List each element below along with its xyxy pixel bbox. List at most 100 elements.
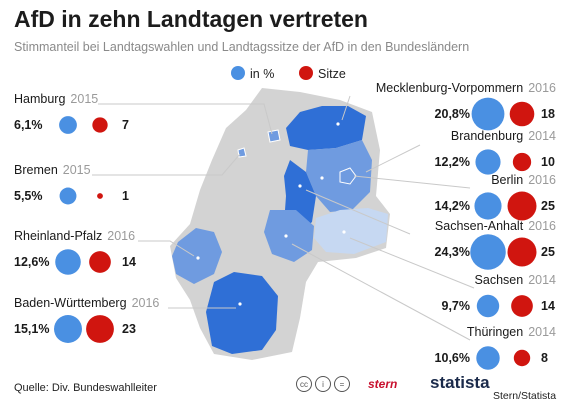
vote-share-label: 9,7% bbox=[442, 299, 471, 313]
state-entry-sachsen: 2014 Sachsen 9,7% 14 bbox=[442, 273, 556, 318]
state-entry-mecklenburg-vorpommern: 2016 Mecklenburg-Vorpommern 20,8% 18 bbox=[376, 81, 556, 131]
vote-share-label: 10,6% bbox=[435, 351, 470, 365]
state-year: 2014 bbox=[528, 129, 556, 143]
state-name: Sachsen bbox=[475, 273, 524, 287]
seats-label: 10 bbox=[541, 155, 555, 169]
seats-label: 14 bbox=[541, 299, 555, 313]
state-entry-berlin: 2016 Berlin 14,2% 25 bbox=[435, 173, 556, 221]
capital-dot bbox=[284, 234, 288, 238]
state-name: Sachsen-Anhalt bbox=[435, 219, 524, 233]
seats-label: 1 bbox=[122, 189, 129, 203]
leader-line bbox=[92, 153, 241, 176]
vote-share-label: 15,1% bbox=[14, 322, 49, 336]
legend-seats-marker bbox=[299, 66, 313, 80]
state-year: 2016 bbox=[528, 219, 556, 233]
legend: in % Sitze bbox=[231, 66, 346, 81]
vote-share-bubble bbox=[476, 346, 500, 370]
seats-label: 7 bbox=[122, 118, 129, 132]
stern-logo: stern bbox=[368, 377, 398, 391]
state-year: 2016 bbox=[528, 81, 556, 95]
vote-share-bubble bbox=[474, 192, 502, 220]
source-note: Quelle: Div. Bundeswahlleiter bbox=[14, 382, 157, 394]
seats-bubble bbox=[89, 251, 111, 273]
seats-label: 14 bbox=[122, 255, 136, 269]
license-icons: cc i = bbox=[296, 374, 358, 392]
leader-line bbox=[98, 103, 273, 135]
map-state-baden-wuerttemberg bbox=[206, 272, 278, 354]
state-name: Mecklenburg-Vorpommern bbox=[376, 81, 523, 95]
vote-share-bubble bbox=[59, 187, 77, 205]
seats-label: 23 bbox=[122, 322, 136, 336]
capital-dot bbox=[196, 256, 200, 260]
statista-logo: statista bbox=[430, 373, 490, 392]
seats-bubble bbox=[512, 152, 532, 172]
leader-line bbox=[341, 95, 351, 121]
state-entry-thueringen: 2014 Thüringen 10,6% 8 bbox=[435, 325, 556, 370]
vote-share-bubble bbox=[470, 234, 506, 270]
chart-title: AfD in zehn Landtagen vertreten bbox=[14, 6, 368, 32]
vote-share-label: 14,2% bbox=[435, 199, 470, 213]
capital-dot bbox=[238, 302, 242, 306]
state-name: Thüringen bbox=[467, 325, 523, 339]
vote-share-label: 24,3% bbox=[435, 245, 470, 259]
state-entry-baden-wuerttemberg: Baden-Württemberg 2016 15,1% 23 bbox=[14, 296, 159, 343]
state-entry-hamburg: Hamburg 2015 6,1% 7 bbox=[14, 92, 129, 134]
vote-share-label: 5,5% bbox=[14, 189, 43, 203]
by-icon: i bbox=[315, 376, 331, 392]
legend-votes-marker bbox=[231, 66, 245, 80]
state-year: 2016 bbox=[132, 296, 160, 310]
leader-line bbox=[365, 144, 421, 173]
seats-bubble bbox=[92, 117, 108, 133]
seats-label: 18 bbox=[541, 107, 555, 121]
state-name: Brandenburg bbox=[451, 129, 523, 143]
legend-votes-label: in % bbox=[250, 67, 274, 81]
state-year: 2014 bbox=[528, 325, 556, 339]
map-state-mecklenburg-vorpommern bbox=[286, 106, 366, 150]
chart-subtitle: Stimmanteil bei Landtagswahlen und Landt… bbox=[14, 40, 470, 54]
legend-seats-label: Sitze bbox=[318, 67, 346, 81]
leader-lines bbox=[92, 95, 475, 341]
seats-bubble bbox=[509, 101, 535, 127]
nd-icon: = bbox=[334, 376, 350, 392]
seats-bubble bbox=[513, 349, 531, 367]
state-entry-rheinland-pfalz: Rheinland-Pfalz 2016 12,6% 14 bbox=[14, 229, 136, 275]
state-entries: Hamburg 2015 6,1% 7 Bremen 2015 5,5% 1 Rheinland… bbox=[14, 81, 556, 370]
seats-bubble bbox=[507, 191, 537, 221]
state-name: Bremen bbox=[14, 163, 58, 177]
seats-bubble bbox=[507, 237, 537, 267]
vote-share-bubble bbox=[471, 97, 505, 131]
state-name: Baden-Württemberg bbox=[14, 296, 127, 310]
state-name: Hamburg bbox=[14, 92, 65, 106]
leader-line bbox=[349, 237, 475, 289]
state-year: 2015 bbox=[63, 163, 91, 177]
capital-dot bbox=[342, 230, 346, 234]
map-state-sachsen bbox=[314, 208, 388, 254]
vote-share-bubble bbox=[475, 149, 501, 175]
map-state-brandenburg bbox=[306, 140, 372, 212]
germany-map bbox=[170, 88, 390, 360]
seats-label: 8 bbox=[541, 351, 548, 365]
vote-share-label: 20,8% bbox=[435, 107, 470, 121]
state-entry-bremen: Bremen 2015 5,5% 1 bbox=[14, 163, 129, 205]
map-state-hamburg bbox=[267, 129, 281, 143]
state-year: 2015 bbox=[70, 92, 98, 106]
capital-dots bbox=[196, 122, 346, 306]
seats-bubble bbox=[97, 193, 103, 199]
state-entry-sachsen-anhalt: 2016 Sachsen-Anhalt 24,3% 25 bbox=[435, 219, 556, 270]
state-year: 2014 bbox=[528, 273, 556, 287]
credit-note: Stern/Statista bbox=[493, 390, 557, 402]
vote-share-bubble bbox=[476, 294, 500, 318]
leader-line bbox=[353, 175, 471, 189]
state-entry-brandenburg: 2014 Brandenburg 12,2% 10 bbox=[435, 129, 556, 175]
capital-dot bbox=[320, 176, 324, 180]
vote-share-bubble bbox=[55, 249, 81, 275]
leader-line bbox=[305, 189, 411, 235]
leader-line bbox=[291, 243, 471, 341]
vote-share-label: 12,6% bbox=[14, 255, 49, 269]
seats-label: 25 bbox=[541, 199, 555, 213]
seats-bubble bbox=[511, 295, 533, 317]
state-name: Berlin bbox=[491, 173, 523, 187]
cc-icon: cc bbox=[296, 376, 312, 392]
